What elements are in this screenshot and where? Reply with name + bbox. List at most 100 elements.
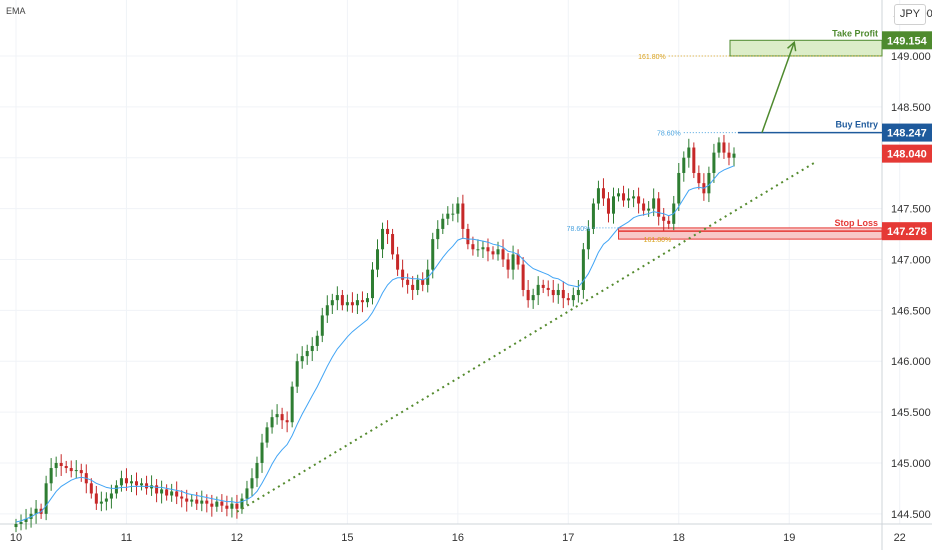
candle-body — [556, 289, 560, 296]
current-price-tag: 148.040 — [887, 149, 927, 161]
candle-body — [697, 172, 701, 184]
candle-body — [240, 498, 244, 509]
candle-body — [325, 305, 329, 316]
target-arrow-line — [761, 42, 795, 133]
candle-body — [360, 300, 364, 303]
candle-body — [19, 521, 23, 524]
candle-body — [511, 254, 515, 270]
candle-body — [581, 249, 585, 290]
candle-body — [431, 239, 435, 270]
candle-body — [69, 468, 73, 472]
candle-body — [406, 279, 410, 285]
price-tick-label: 146.500 — [891, 305, 931, 317]
time-tick-label: 10 — [10, 532, 22, 544]
candle-body — [44, 483, 48, 514]
candle-body — [416, 279, 420, 290]
candle-body — [59, 462, 63, 467]
candle-body — [220, 501, 224, 506]
candle-body — [712, 152, 716, 173]
candle-body — [305, 351, 309, 357]
candle-body — [245, 488, 249, 499]
ema-indicator-label[interactable]: EMA — [6, 6, 26, 16]
candle-body — [330, 300, 334, 306]
candle-body — [642, 203, 646, 211]
candle-body — [350, 302, 354, 306]
price-tick-label: 148.500 — [891, 102, 931, 114]
take-profit-price-tag: 149.154 — [887, 35, 928, 47]
buy-entry-price-tag-bg — [882, 123, 932, 142]
price-tick-label: 144.500 — [891, 509, 931, 521]
candle-body — [667, 220, 671, 224]
candle-body — [24, 518, 28, 522]
candle-body — [114, 485, 118, 494]
candle-body — [391, 234, 395, 255]
candle-body — [632, 196, 636, 199]
candle-body — [165, 489, 169, 496]
support-trendline — [236, 161, 815, 513]
candle-body — [386, 228, 390, 235]
candle-body — [637, 196, 641, 204]
current-price-tag-bg — [882, 144, 932, 163]
candle-body — [315, 335, 319, 346]
candle-body — [677, 172, 681, 204]
candle-body — [466, 228, 470, 245]
candle-body — [682, 157, 686, 173]
candle-body — [727, 152, 731, 158]
candle-body — [215, 501, 219, 507]
candle-body — [496, 249, 500, 255]
candle-body — [436, 228, 440, 240]
candle-body — [175, 491, 179, 497]
price-tick-label: 145.500 — [891, 407, 931, 419]
candle-body — [124, 478, 128, 484]
candle-body — [491, 251, 495, 255]
candle-body — [230, 503, 234, 509]
candle-body — [486, 247, 490, 252]
candle-body — [586, 228, 590, 250]
fib-786-mid-label: 78.60% — [567, 226, 591, 233]
candle-body — [275, 414, 279, 418]
time-tick-label: 15 — [341, 532, 353, 544]
candle-body — [506, 259, 510, 270]
time-tick-label: 11 — [121, 532, 132, 544]
candle-body — [411, 284, 415, 290]
candle-body — [521, 264, 525, 290]
buy-entry-price-tag: 148.247 — [887, 128, 927, 140]
candle-body — [692, 147, 696, 173]
candle-body — [627, 198, 631, 201]
price-tick-label: 147.000 — [891, 254, 931, 266]
ema-line — [15, 165, 735, 523]
candle-body — [596, 188, 600, 204]
candle-body — [707, 172, 711, 194]
candle-body — [129, 481, 133, 484]
candle-body — [657, 198, 661, 217]
candle-body — [250, 478, 254, 489]
candle-body — [401, 269, 405, 280]
candle-body — [617, 193, 621, 197]
time-axis[interactable]: 10111215161718192223 — [10, 532, 932, 544]
candle-body — [551, 289, 555, 296]
candle-body — [190, 499, 194, 502]
candle-body — [396, 254, 400, 270]
candle-body — [155, 485, 159, 494]
currency-button[interactable]: JPY — [894, 4, 926, 25]
price-tick-label: 145.000 — [891, 458, 931, 470]
price-axis[interactable]: 144.500 145.000 145.500 146.000 146.500 147.0… — [891, 8, 932, 521]
candle-body — [441, 218, 445, 229]
candle-body — [622, 193, 626, 201]
candle-body — [290, 386, 294, 423]
candle-body — [566, 298, 570, 301]
candle-body — [310, 345, 314, 352]
candle-body — [79, 470, 83, 474]
candlesticks — [14, 134, 736, 533]
candle-body — [265, 427, 269, 443]
time-tick-label: 16 — [452, 532, 464, 544]
candle-body — [180, 496, 184, 499]
candle-body — [652, 198, 656, 209]
candle-body — [601, 188, 605, 199]
candle-body — [49, 468, 53, 484]
candle-body — [335, 295, 339, 301]
candle-body — [576, 289, 580, 296]
candle-body — [340, 295, 344, 306]
candle-body — [140, 483, 144, 486]
